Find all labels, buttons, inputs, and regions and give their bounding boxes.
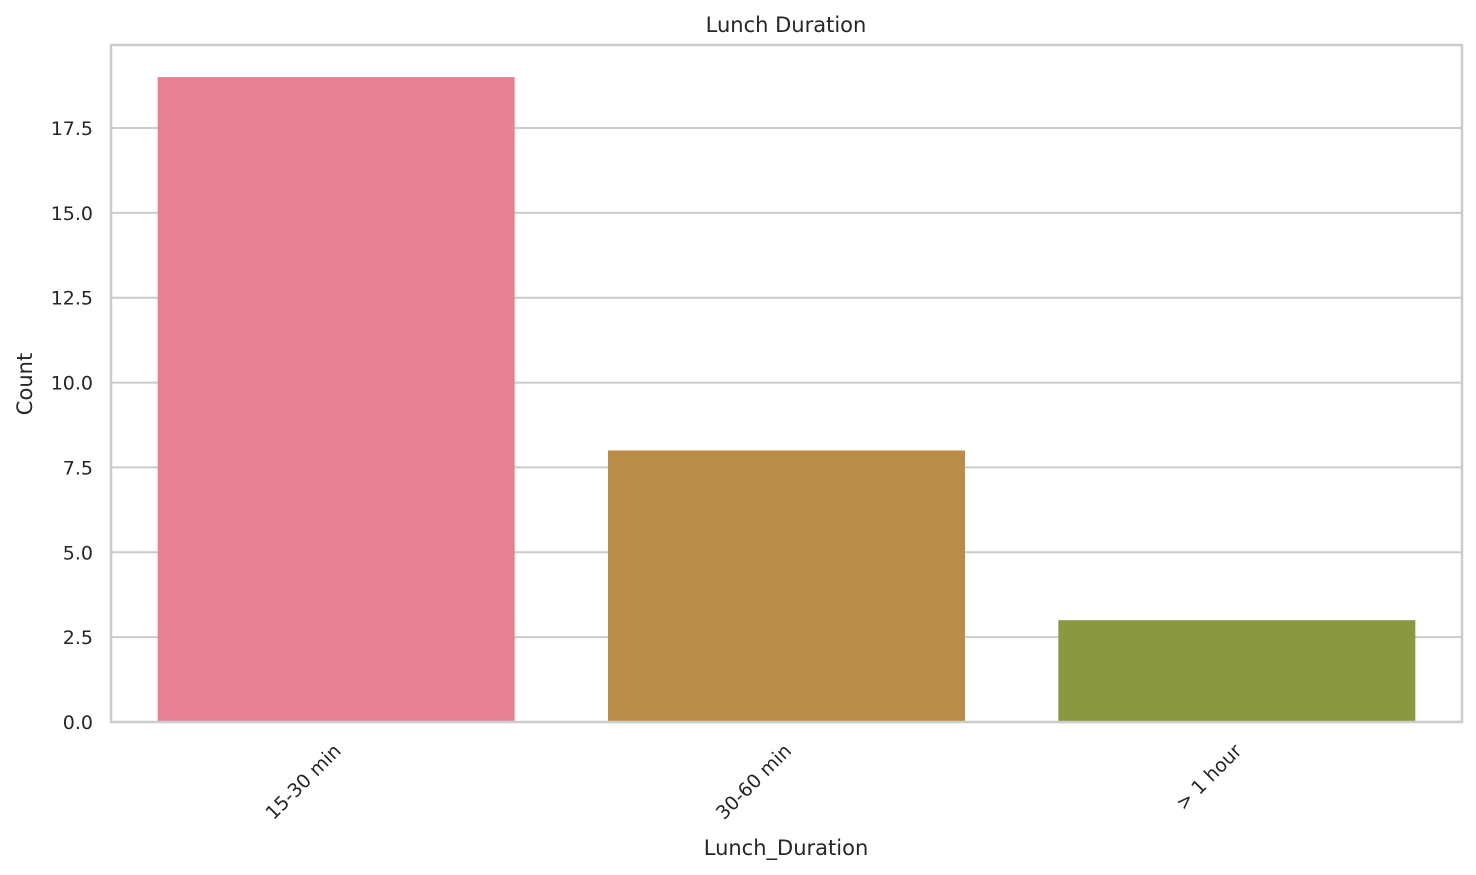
y-tick-label: 2.5 xyxy=(63,627,93,649)
y-tick-label: 17.5 xyxy=(51,118,93,140)
y-tick-label: 7.5 xyxy=(63,457,93,479)
x-tick-labels: 15-30 min 30-60 min > 1 hour xyxy=(262,740,1247,824)
y-tick-label: 12.5 xyxy=(51,288,93,310)
y-tick-label: 10.0 xyxy=(51,373,93,395)
x-tick-label: 30-60 min xyxy=(712,740,796,824)
y-tick-labels: 0.0 2.5 5.0 7.5 10.0 12.5 15.0 17.5 xyxy=(51,118,93,734)
x-tick-label: 15-30 min xyxy=(262,740,346,824)
y-tick-label: 0.0 xyxy=(63,712,93,734)
bar-3 xyxy=(1058,620,1416,722)
chart-title: Lunch Duration xyxy=(706,13,867,37)
plot-frame xyxy=(109,43,1464,724)
bars xyxy=(157,77,1416,723)
y-tick-label: 5.0 xyxy=(63,542,93,564)
y-tick-label: 15.0 xyxy=(51,203,93,225)
x-tick-label: > 1 hour xyxy=(1172,740,1247,815)
x-axis-label: Lunch_Duration xyxy=(704,836,869,861)
y-axis-label: Count xyxy=(13,353,37,415)
bar-2 xyxy=(608,450,965,722)
bar-1 xyxy=(157,77,515,723)
